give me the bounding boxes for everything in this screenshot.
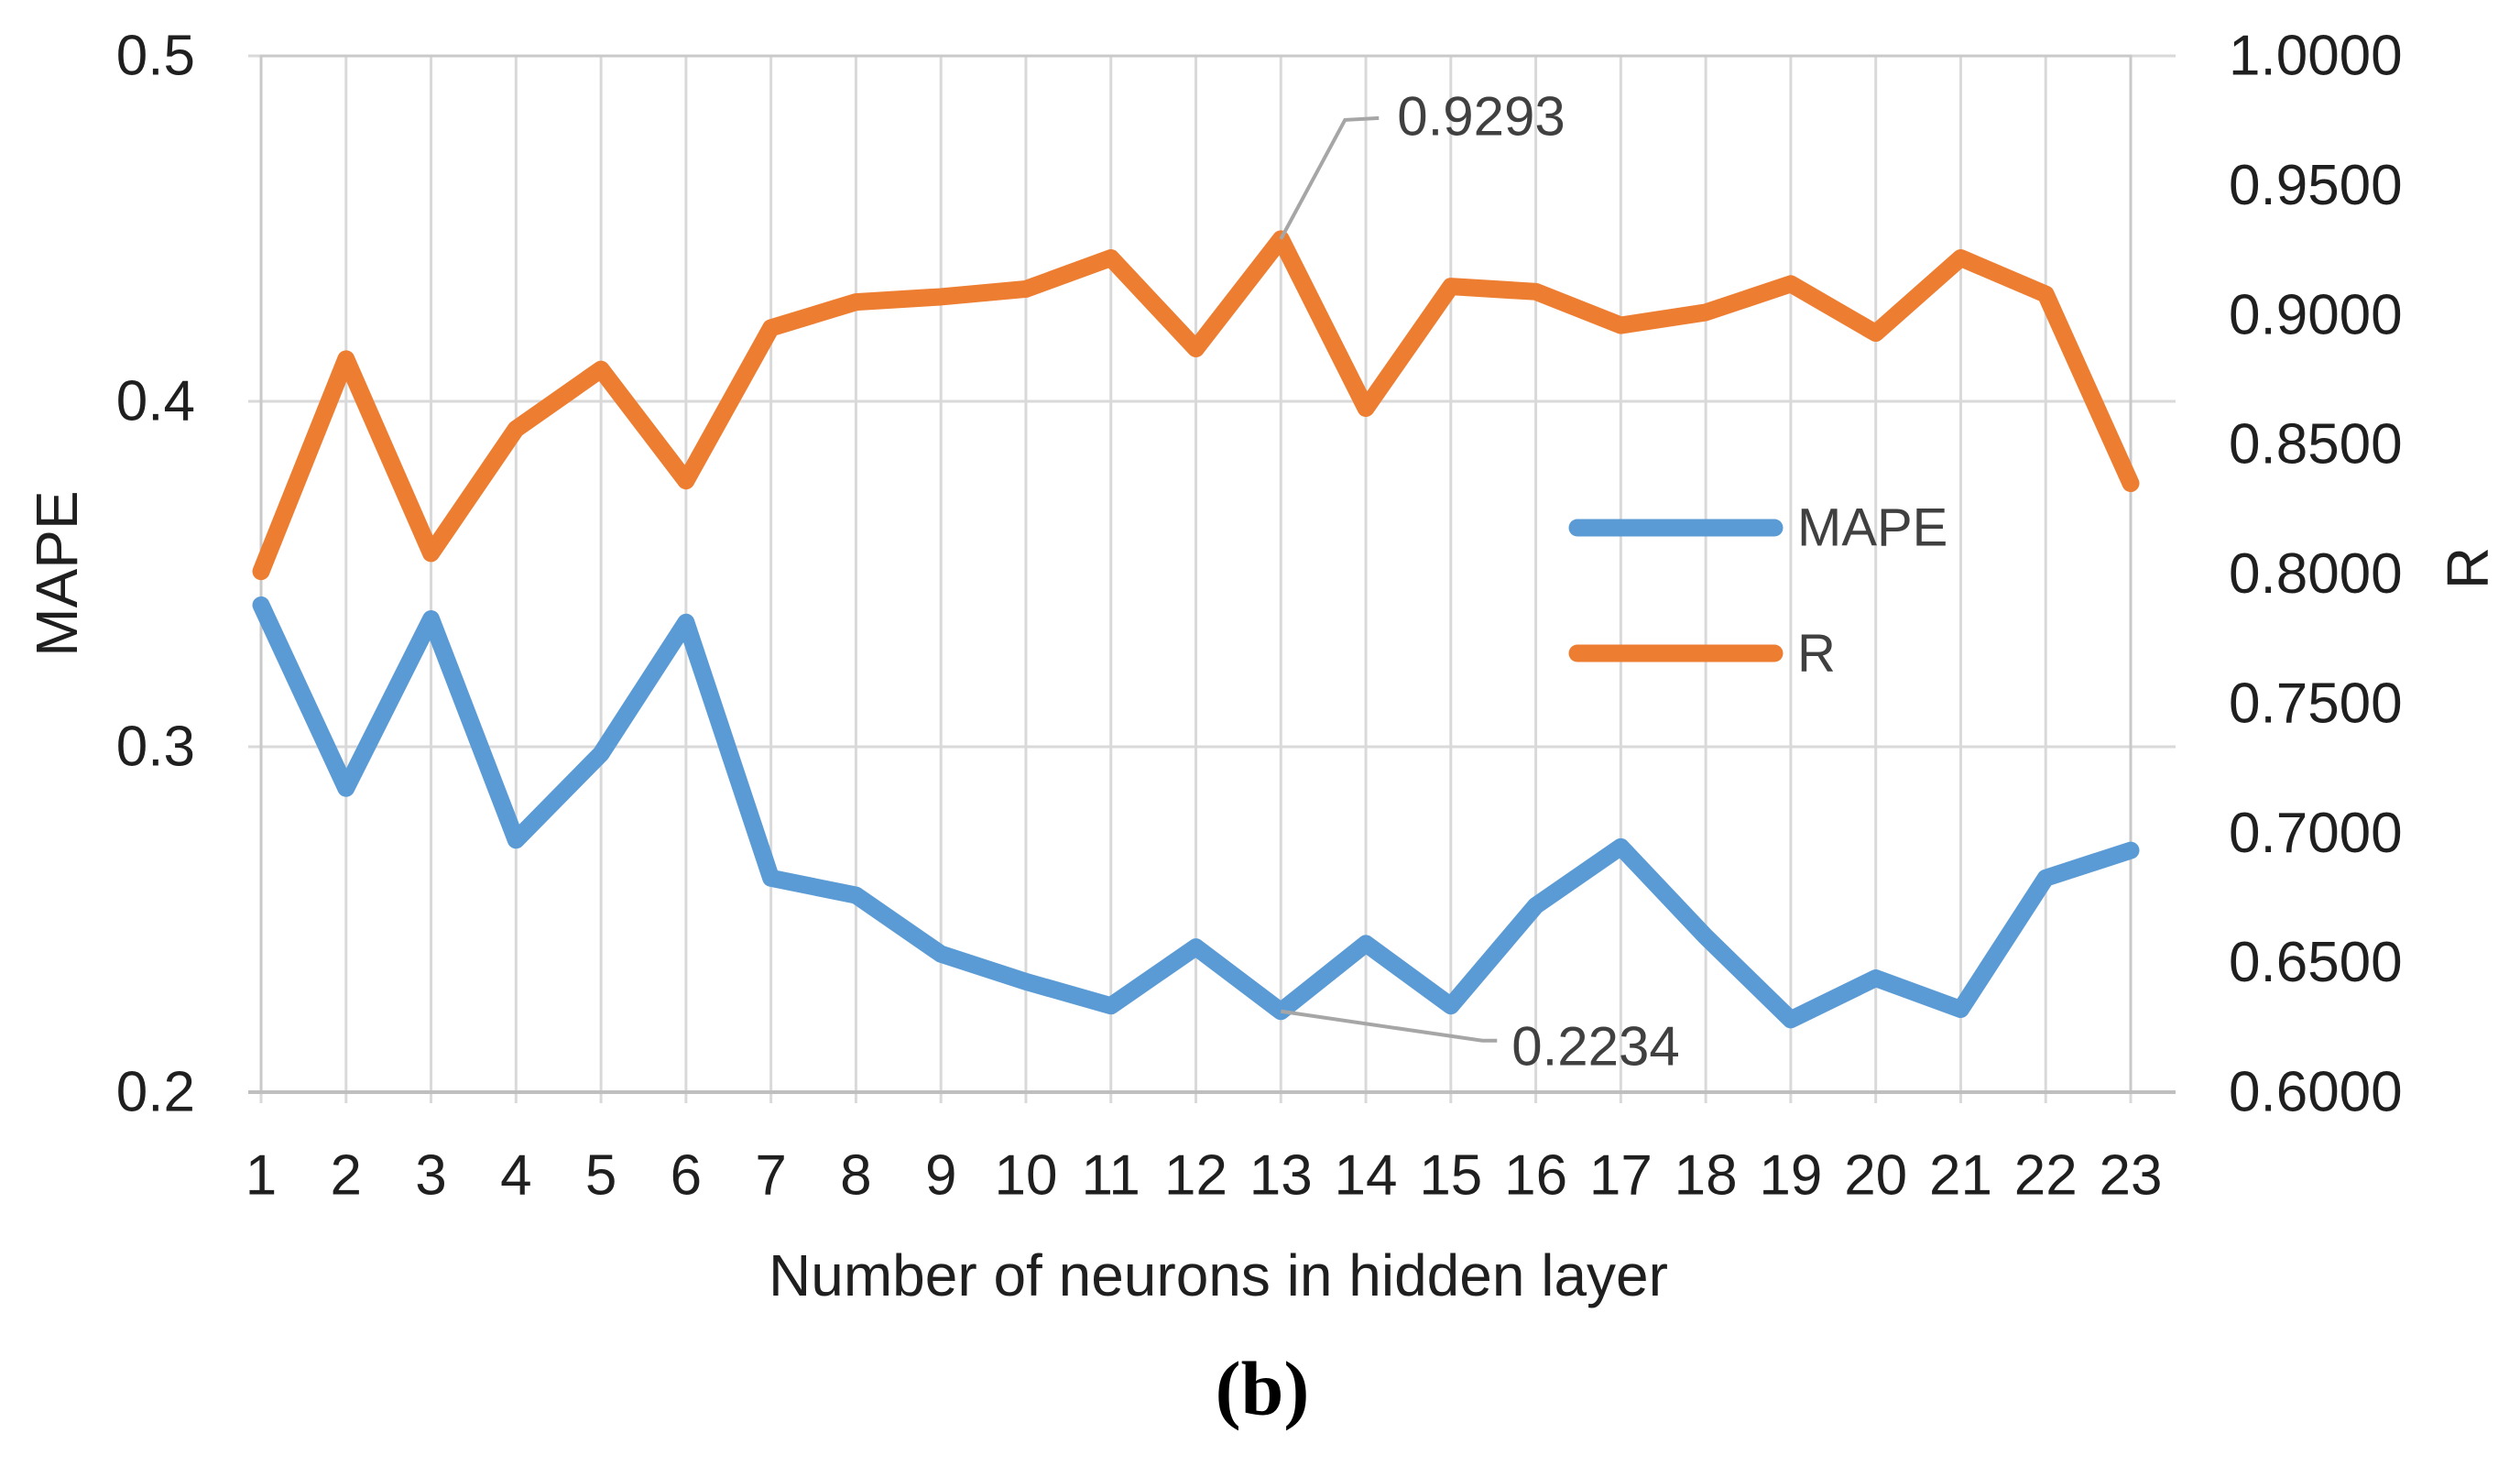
x-axis-tick-label: 21 [1929, 1144, 1992, 1208]
right-axis-tick-label: 0.8000 [2229, 542, 2403, 606]
right-axis-tick-label: 0.7500 [2229, 672, 2403, 735]
x-axis-tick-label: 7 [755, 1144, 786, 1208]
legend: MAPE R [1568, 498, 1947, 684]
right-axis-tick-label: 0.9000 [2229, 283, 2403, 346]
x-axis-tick-label: 1 [245, 1144, 277, 1208]
axis-tick-label-layer: 1 2 3 4 5 6 7 8 9 10 11 12 13 14 15 16 17 18 19 20 21 22 230.5… [116, 25, 2403, 1208]
x-axis-title: Number of neurons in hidden layer [769, 1242, 1668, 1308]
legend-label-mape: MAPE [1797, 498, 1947, 558]
annotation-leader-line [1279, 115, 1380, 240]
x-axis-tick-label: 10 [994, 1144, 1057, 1208]
right-axis-tick-label: 0.7000 [2229, 802, 2403, 865]
annotation-leader-layer [1279, 115, 1498, 1043]
x-axis-tick-label: 19 [1759, 1144, 1822, 1208]
mape-line [252, 596, 2140, 1029]
series-layer [252, 230, 2140, 1029]
x-axis-tick-label: 5 [585, 1144, 616, 1208]
right-axis-tick-label: 0.9500 [2229, 154, 2403, 217]
x-axis-tick-label: 4 [500, 1144, 531, 1208]
x-axis-tick-label: 22 [2014, 1144, 2078, 1208]
x-axis-tick-label: 16 [1504, 1144, 1567, 1208]
annotation-leader-line [1280, 1009, 1498, 1043]
x-axis-tick-label: 12 [1164, 1144, 1227, 1208]
left-axis-tick-label: 0.4 [116, 370, 195, 433]
plot-border-layer [248, 54, 2176, 1094]
right-axis-tick-label: 1.0000 [2229, 25, 2403, 88]
x-axis-tick-label: 15 [1419, 1144, 1482, 1208]
x-axis-tick-label: 17 [1589, 1144, 1653, 1208]
right-axis-tick-label: 0.6000 [2229, 1061, 2403, 1124]
figure-caption: (b) [1216, 1347, 1310, 1432]
x-axis-tick-label: 18 [1675, 1144, 1738, 1208]
annotation-max-r-label: 0.9293 [1397, 85, 1565, 147]
x-axis-tick-label: 8 [840, 1144, 871, 1208]
x-axis-tick-label: 6 [671, 1144, 702, 1208]
x-axis-tick-label: 2 [331, 1144, 362, 1208]
gridline-layer [248, 54, 2176, 1103]
left-axis-tick-label: 0.2 [116, 1061, 195, 1124]
legend-label-r: R [1797, 624, 1836, 684]
annotation-min-mape-label: 0.2234 [1511, 1015, 1680, 1077]
x-axis-tick-label: 11 [1082, 1144, 1140, 1208]
x-axis-tick-label: 20 [1844, 1144, 1907, 1208]
left-axis-tick-label: 0.5 [116, 25, 195, 88]
right-axis-tick-label: 0.8500 [2229, 413, 2403, 476]
left-axis-tick-label: 0.3 [116, 716, 195, 779]
x-axis-tick-label: 14 [1335, 1144, 1398, 1208]
x-axis-tick-label: 13 [1249, 1144, 1313, 1208]
x-axis-tick-label: 23 [2100, 1144, 2163, 1208]
x-axis-tick-label: 3 [415, 1144, 446, 1208]
right-axis-title: R [2435, 547, 2501, 589]
right-axis-tick-label: 0.6500 [2229, 931, 2403, 994]
x-axis-tick-label: 9 [925, 1144, 956, 1208]
left-axis-title: MAPE [24, 490, 90, 656]
r-line [252, 230, 2140, 581]
